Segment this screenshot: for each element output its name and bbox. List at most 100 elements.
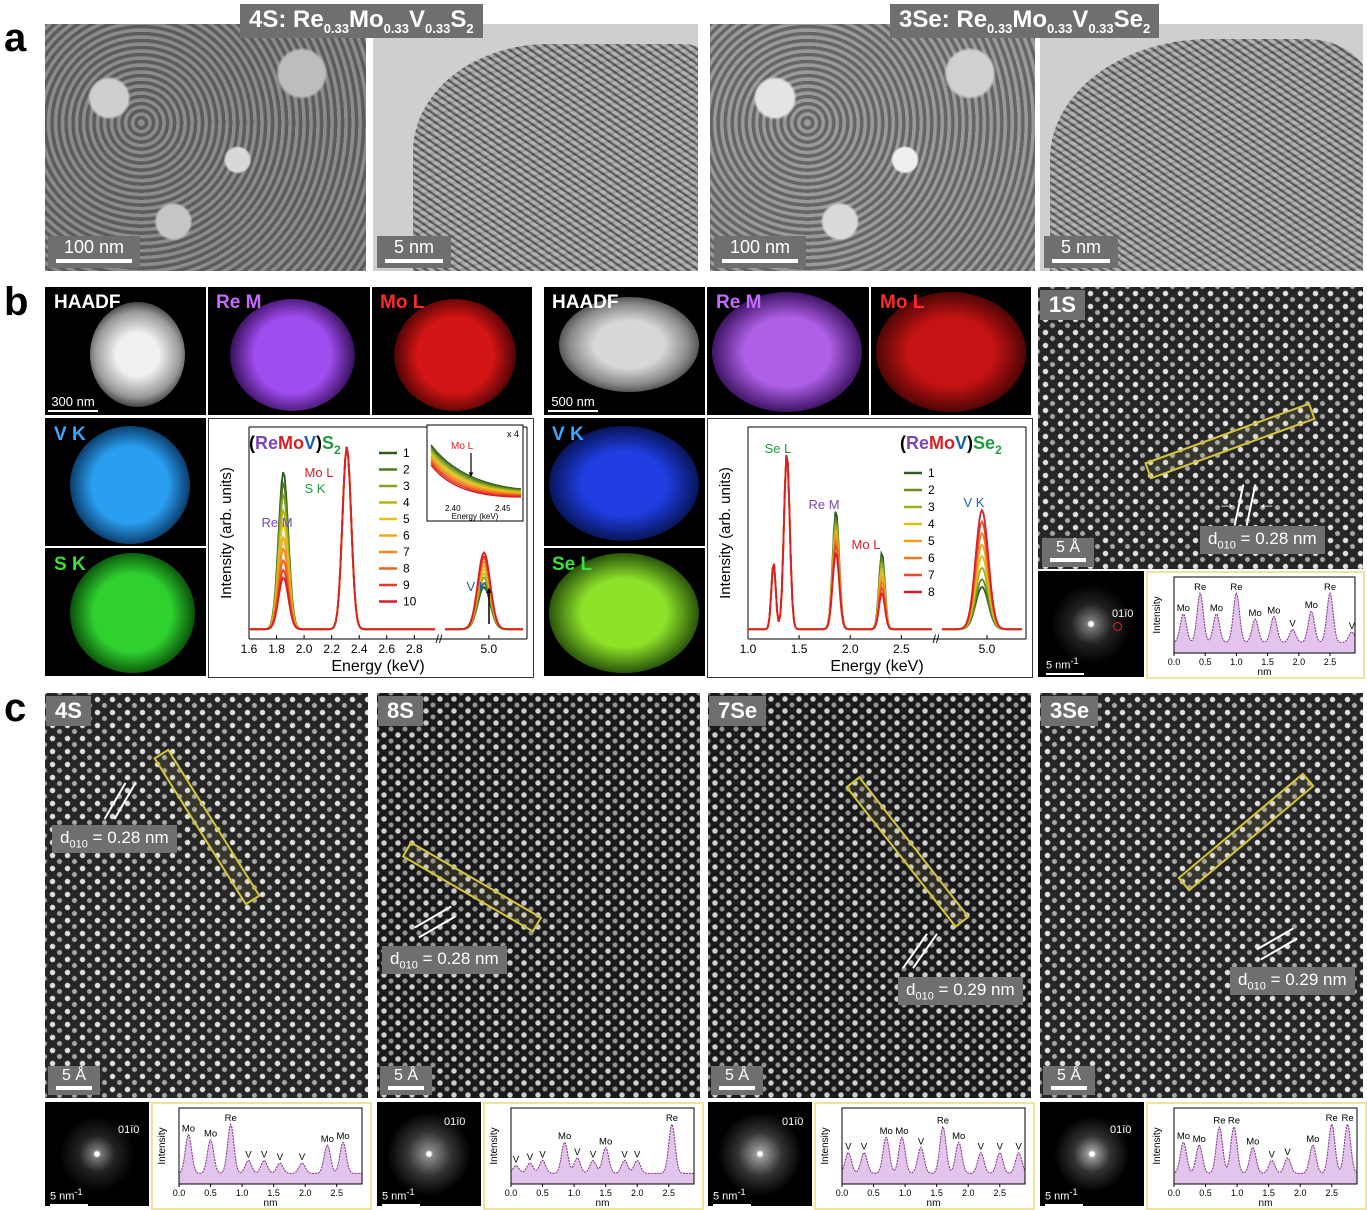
axis-break-mark: //: [933, 632, 940, 646]
chart-title-part: Mo: [278, 433, 304, 453]
x-tick-label: 1.0: [1231, 1188, 1244, 1198]
sem-image-4S: [45, 24, 366, 271]
inset-label: Mo L: [451, 441, 474, 452]
peak-label: V: [1289, 618, 1296, 629]
mo-l-label-3Se: Mo L: [880, 292, 925, 313]
x-tick-label: 0.0: [1168, 1188, 1181, 1198]
x-tick-label: 1.5: [791, 642, 808, 656]
peak-label: Re: [1341, 1113, 1353, 1124]
plot-frame: [1173, 576, 1356, 654]
peak-label: Re: [666, 1113, 678, 1124]
stem-image-7Se: [708, 693, 1031, 1098]
re-map-4S: [208, 287, 370, 415]
fft-spot-label-4S: 01ī0: [118, 1124, 140, 1136]
legend-label: 9: [403, 578, 410, 592]
scale-bar-haadf-3Se: 500 nm: [548, 394, 598, 412]
stem-image-4S: [45, 693, 368, 1098]
chart-title-part: ): [316, 433, 322, 453]
v-map-4S: [45, 418, 206, 546]
arrow-down-icon: ▼: [467, 470, 475, 479]
tag-7Se: 7Se: [709, 696, 767, 726]
axis-break-mark: //: [436, 632, 443, 646]
peak-label: V: [1016, 1142, 1023, 1153]
x-tick-label: 2.5: [663, 1188, 676, 1198]
spectrum-10-high: [445, 550, 523, 631]
x-tick-label: 2.0: [1294, 1188, 1307, 1198]
legend-label: 2: [403, 463, 410, 477]
title-4S: 4S: Re0.33Mo0.33V0.33S2: [240, 4, 483, 38]
peak-label: Mo: [1210, 603, 1223, 614]
inset-curve: [430, 446, 522, 491]
x-tick-label: 1.0: [740, 642, 757, 656]
tem-image-4S: [373, 24, 698, 271]
peak-label: V: [299, 1152, 306, 1163]
y-axis-label: Intensity: [1152, 596, 1163, 633]
peak-label: V: [277, 1152, 284, 1163]
peak-label: Re: [1228, 1116, 1240, 1127]
peak-label: Mo: [1267, 605, 1280, 616]
chart-title-part: Re: [255, 433, 278, 453]
legend-label: 2: [928, 483, 935, 497]
x-tick-label: 2.5: [1324, 657, 1337, 667]
legend-label: 7: [928, 568, 935, 582]
peak-label: Mo L: [305, 465, 334, 480]
x-tick-label: 2.5: [1326, 1188, 1339, 1198]
x-tick-label: 2.8: [406, 642, 423, 656]
eds-chart-S2: // 1.6 1.8 2.0 2.2 2.4 2.6 2.8 5.0 Energy (keV) In…: [208, 418, 534, 678]
x-tick-label: 2.0: [631, 1188, 644, 1198]
peak-label: Mo: [1306, 1134, 1319, 1145]
chart-title-part: Se: [973, 433, 995, 453]
fft-spot-label-7Se: 01ī0: [782, 1116, 804, 1128]
fft-scale-7Se: 5 nm-1: [713, 1187, 751, 1206]
peak-label: V: [261, 1149, 268, 1160]
v-k-label-3Se: V K: [552, 424, 584, 445]
scale-bar-8S: 5 Å: [380, 1066, 432, 1095]
x-tick-label: 1.0: [236, 1188, 249, 1198]
peak-label: Mo L: [852, 537, 881, 552]
legend-label: 8: [403, 562, 410, 576]
x-tick-label: 1.6: [241, 642, 258, 656]
line-profile-8S: 0.0 0.5 1.0 1.5 2.0 2.5 nm Intensity V V V Mo V V Mo V V…: [483, 1102, 704, 1210]
peak-label: Re: [1230, 582, 1242, 593]
y-axis-label: Intensity: [820, 1127, 831, 1164]
x-tick-label: 0.0: [173, 1188, 186, 1198]
y-axis-label: Intensity: [1152, 1127, 1163, 1164]
peak-label: Mo: [558, 1131, 571, 1142]
x-tick-label: 1.5: [1262, 1188, 1275, 1198]
peak-label: V: [978, 1142, 985, 1153]
arrow-left-icon: ←: [1258, 493, 1276, 513]
spectrum-8-high: [942, 508, 1022, 631]
scale-bar-tem-3Se: 5 nm: [1044, 236, 1118, 268]
profile-curve: [178, 1122, 363, 1185]
y-axis-label: Intensity: [157, 1127, 168, 1164]
y-axis-label: Intensity (arb. units): [717, 467, 734, 599]
scale-bar-haadf-4S: 300 nm: [48, 394, 98, 412]
mo-l-label-4S: Mo L: [380, 292, 425, 313]
x-tick-label: 2.0: [1293, 657, 1306, 667]
spectrum-8-low: [748, 455, 932, 631]
haadf-label-3Se: HAADF: [552, 292, 619, 313]
peak-label: V K: [467, 579, 488, 594]
line-profile-1S: 0.0 0.5 1.0 1.5 2.0 2.5 nm Intensity Mo Re Mo Re Mo M…: [1146, 571, 1365, 679]
chart-title-part: Mo: [929, 433, 955, 453]
peak-label: Re: [1213, 1116, 1225, 1127]
fft-4S: [45, 1102, 149, 1206]
legend-label: 4: [403, 496, 410, 510]
arrow-right-icon: →: [1218, 493, 1236, 513]
inset-curve: [430, 457, 522, 496]
stem-image-8S: [377, 693, 700, 1098]
x-tick-label: 0.5: [867, 1188, 880, 1198]
x-axis-label: nm: [596, 1198, 610, 1208]
x-axis-label: Energy (keV): [830, 658, 923, 675]
peak-label: V: [621, 1149, 628, 1160]
x-tick-label: 2.0: [296, 642, 313, 656]
x-tick-label: 0.0: [1168, 657, 1181, 667]
peak-label: Mo: [1305, 600, 1318, 611]
s-map-4S: [45, 548, 206, 676]
peak-label: Mo: [1249, 608, 1262, 619]
inset-curve: [430, 462, 522, 497]
v-map-3Se: [544, 418, 705, 546]
peak-label: Mo: [1246, 1136, 1259, 1147]
x-axis-label: nm: [927, 1198, 941, 1208]
y-axis-label: Intensity: [489, 1127, 500, 1164]
